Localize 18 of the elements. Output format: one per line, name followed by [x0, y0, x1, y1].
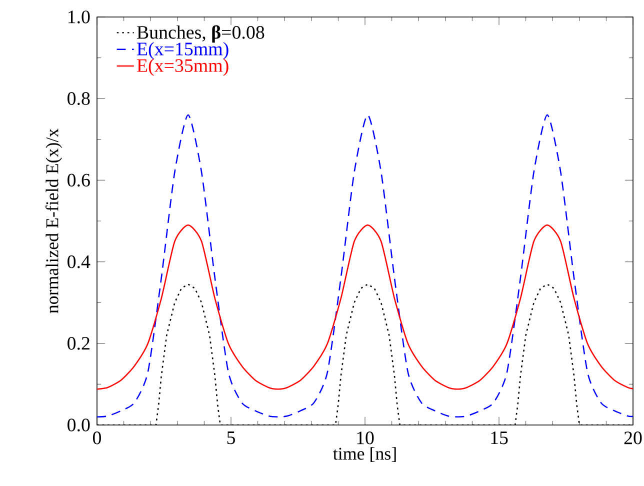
- x-tick-label: 20: [624, 432, 642, 444]
- y-tick-label: 0.0: [68, 418, 90, 432]
- legend-label: Bunches, β=0.08: [137, 25, 264, 43]
- y-tick-label: 0.4: [68, 255, 90, 268]
- legend-label: E(x=35mm): [137, 58, 228, 76]
- line-series: [97, 114, 634, 418]
- y-tick-label: 0.6: [68, 174, 90, 187]
- y-axis-title: normalized E-field E(x)/x: [46, 128, 62, 314]
- x-axis-title: time [ns]: [333, 447, 396, 462]
- x-tick-label: 10: [357, 432, 374, 444]
- x-tick-label: 5: [227, 432, 235, 444]
- y-tick-label: 0.8: [68, 92, 90, 106]
- y-tick-label: 0.2: [68, 336, 90, 350]
- line-series: [97, 224, 634, 390]
- legend-label: E(x=15mm): [137, 42, 228, 60]
- x-tick-label: 0: [92, 432, 102, 444]
- y-tick-label: 1.0: [68, 10, 90, 24]
- x-tick-label: 15: [491, 432, 508, 444]
